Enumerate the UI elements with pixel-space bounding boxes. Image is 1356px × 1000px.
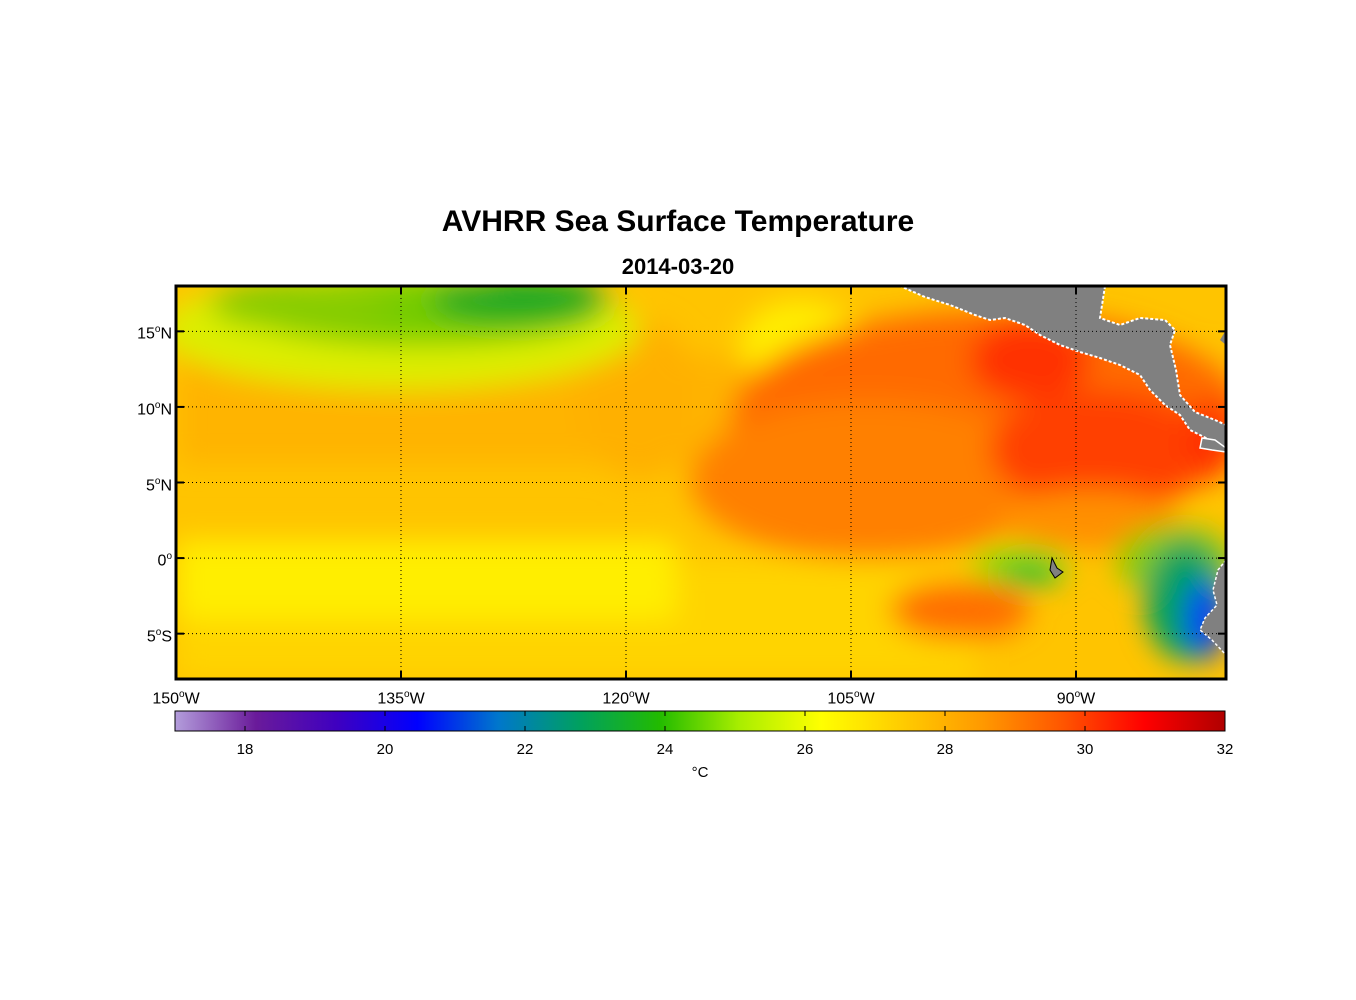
land-ecuador [1199, 558, 1226, 657]
chart-title: AVHRR Sea Surface Temperature [441, 205, 915, 238]
colorbar-tick-label: 24 [656, 741, 674, 758]
sst-field [176, 286, 1226, 679]
axis-ticks [175, 286, 1226, 679]
colorbar [174, 710, 1226, 732]
lat-label: 0o [157, 551, 172, 570]
colorbar-tick-label: 18 [236, 741, 254, 758]
lat-label: 15oN [137, 324, 172, 343]
lon-label: 90oW [1056, 689, 1096, 708]
land-colombia [1199, 437, 1226, 453]
lat-label: 5oN [145, 475, 172, 494]
colorbar-tick-label: 26 [796, 741, 814, 758]
lon-label: 105oW [827, 689, 875, 708]
colorbar-tick-label: 32 [1216, 741, 1234, 758]
land [899, 286, 1226, 657]
colorbar-tick-label: 30 [1076, 741, 1094, 758]
colorbar-tick-label: 22 [516, 741, 534, 758]
lat-label: 5oS [146, 626, 172, 645]
chart-subtitle: 2014-03-20 [621, 254, 735, 279]
colorbar-unit: °C [691, 764, 709, 781]
colorbar-ticks [244, 711, 1226, 731]
lon-label: 135oW [377, 689, 425, 708]
land-galapagos [1049, 556, 1064, 579]
colorbar-tick-label: 28 [936, 741, 954, 758]
colorbar-tick-label: 20 [376, 741, 394, 758]
lon-label: 120oW [602, 689, 650, 708]
graticule [176, 286, 1226, 679]
lon-label: 150oW [152, 689, 200, 708]
lat-label: 10oN [137, 399, 172, 419]
land-mexico [899, 286, 1226, 452]
